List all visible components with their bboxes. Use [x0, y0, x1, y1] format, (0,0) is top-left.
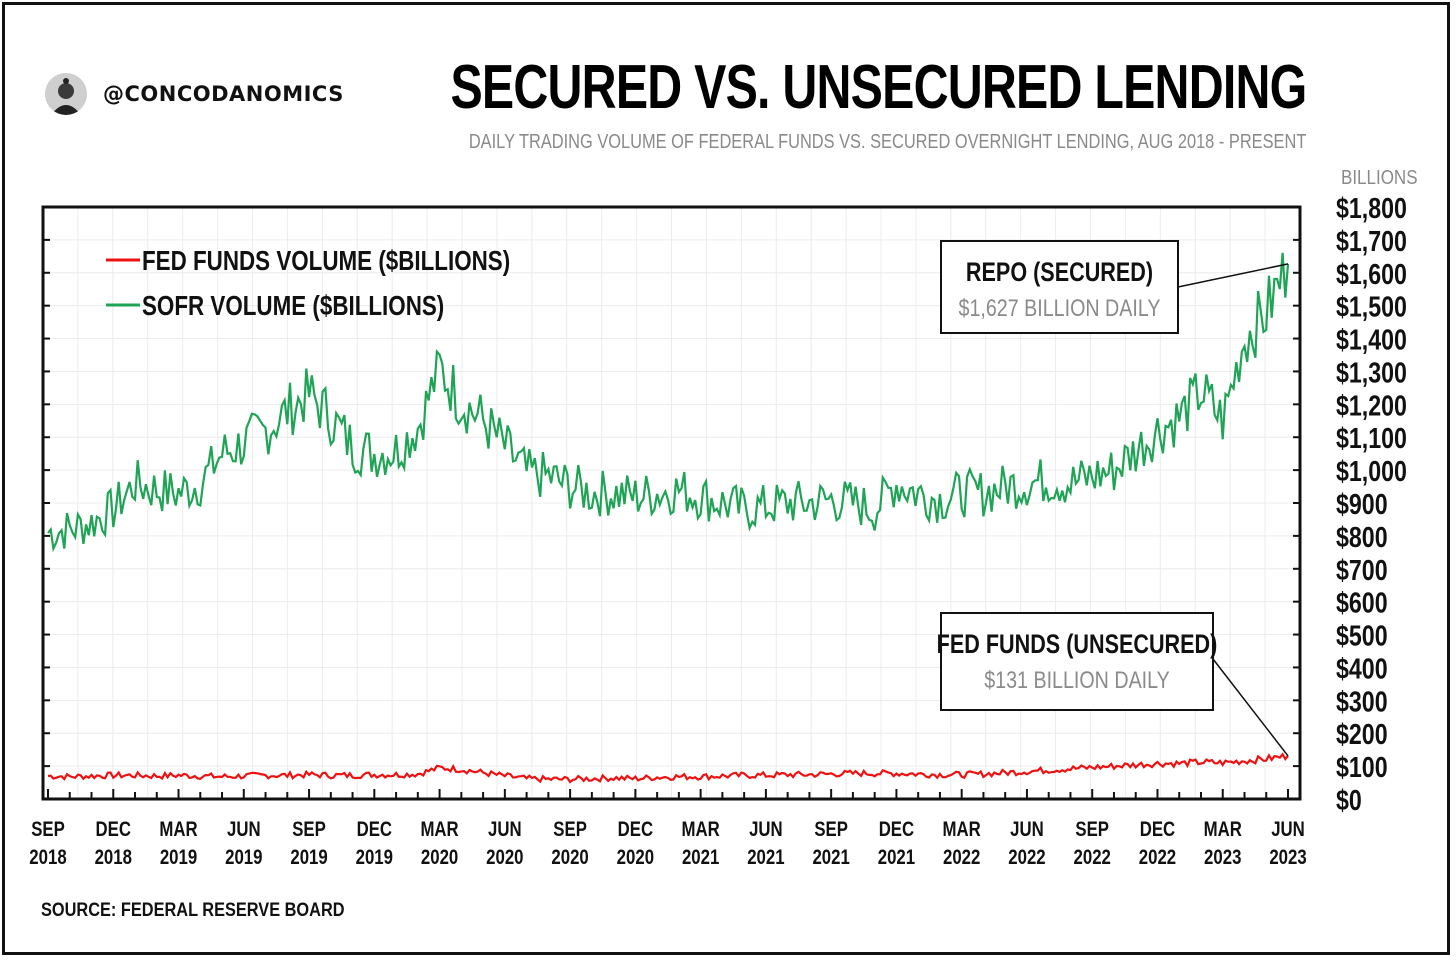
x-tick-label-month: SEP — [814, 818, 848, 841]
x-tick-label-month: SEP — [292, 818, 326, 841]
x-tick-label-year: 2020 — [551, 846, 588, 869]
x-tick-label-year: 2019 — [160, 846, 197, 869]
x-tick-label-month: JUN — [1010, 818, 1044, 841]
y-tick-label: $800 — [1336, 520, 1388, 553]
annotation-title: REPO (SECURED) — [966, 258, 1153, 288]
x-tick-label-month: DEC — [618, 818, 654, 841]
y-tick-label: $1,200 — [1336, 389, 1407, 422]
x-tick-label-month: MAR — [1204, 818, 1242, 841]
x-tick-label-year: 2018 — [29, 846, 66, 869]
x-tick-label-year: 2022 — [943, 846, 980, 869]
x-tick-label-month: JUN — [227, 818, 261, 841]
y-tick-label: $1,100 — [1336, 422, 1407, 455]
x-tick-label-year: 2021 — [812, 846, 850, 869]
chart-subtitle: DAILY TRADING VOLUME OF FEDERAL FUNDS VS… — [468, 131, 1306, 153]
y-tick-label: $100 — [1336, 751, 1388, 784]
annotation-box — [940, 612, 1214, 711]
x-tick-label-month: SEP — [1075, 818, 1109, 841]
x-tick-label-year: 2023 — [1204, 846, 1241, 869]
annotation-value: $131 BILLION DAILY — [984, 666, 1170, 693]
x-tick-label-month: DEC — [96, 818, 132, 841]
legend-label: SOFR VOLUME ($BILLIONS) — [142, 291, 444, 322]
x-tick-label-year: 2020 — [617, 846, 654, 869]
annotation-title: FED FUNDS (UNSECURED) — [937, 630, 1218, 660]
x-tick-label-month: MAR — [159, 818, 197, 841]
x-tick-label-month: MAR — [682, 818, 720, 841]
x-tick-label-month: JUN — [749, 818, 783, 841]
x-tick-label-year: 2020 — [486, 846, 523, 869]
y-tick-label: $0 — [1336, 783, 1362, 816]
fed-funds-annotation: FED FUNDS (UNSECURED) $131 BILLION DAILY — [937, 612, 1289, 757]
plot-area-border — [41, 205, 1302, 801]
y-tick-label: $1,800 — [1336, 191, 1407, 224]
grid — [43, 207, 1300, 799]
sofr-series-line — [47, 252, 1290, 553]
y-tick-label: $1,000 — [1336, 455, 1407, 488]
x-tick-label-year: 2021 — [747, 846, 785, 869]
x-tick-label-year: 2020 — [421, 846, 458, 869]
x-tick-label-year: 2022 — [1008, 846, 1045, 869]
y-tick-label: $1,700 — [1336, 224, 1407, 257]
annotation-value: $1,627 BILLION DAILY — [959, 294, 1161, 321]
x-tick-label-month: SEP — [31, 818, 65, 841]
x-tick-label-month: JUN — [488, 818, 522, 841]
y-tick-label: $1,500 — [1336, 290, 1407, 323]
x-tick-label-month: SEP — [553, 818, 587, 841]
x-tick-label-year: 2019 — [290, 846, 327, 869]
x-tick-label-year: 2019 — [356, 846, 393, 869]
y-tick-label: $300 — [1336, 685, 1388, 718]
repo-annotation: REPO (SECURED) $1,627 BILLION DAILY — [940, 240, 1289, 334]
y-axis-unit-label: BILLIONS — [1341, 167, 1418, 189]
annotation-leader-line — [1177, 263, 1289, 288]
series-lines — [47, 252, 1290, 784]
x-tick-label-year: 2019 — [225, 846, 262, 869]
y-tick-label: $700 — [1336, 553, 1388, 586]
y-tick-label: $1,300 — [1336, 356, 1407, 389]
y-tick-label: $1,600 — [1336, 257, 1407, 290]
annotation-box — [940, 240, 1179, 334]
legend-label: FED FUNDS VOLUME ($BILLIONS) — [142, 246, 510, 277]
x-tick-label-month: MAR — [420, 818, 458, 841]
x-tick-label-year: 2023 — [1269, 846, 1306, 869]
x-tick-label-month: DEC — [879, 818, 915, 841]
x-tick-label-month: DEC — [1140, 818, 1176, 841]
annotation-leader-line — [1212, 658, 1289, 757]
x-tick-label-year: 2021 — [682, 846, 720, 869]
y-tick-label: $600 — [1336, 586, 1388, 619]
avatar-portrait-icon — [45, 73, 87, 115]
x-tick-label-year: 2018 — [95, 846, 132, 869]
legend: FED FUNDS VOLUME ($BILLIONS) SOFR VOLUME … — [106, 246, 510, 322]
avatar — [45, 73, 87, 115]
x-tick-label-year: 2022 — [1139, 846, 1176, 869]
x-tick-label-year: 2021 — [878, 846, 916, 869]
y-tick-label: $900 — [1336, 487, 1388, 520]
y-tick-label: $400 — [1336, 652, 1388, 685]
fed-funds-series-line — [47, 752, 1289, 784]
author-handle: @CONCODANOMICS — [103, 82, 344, 106]
x-tick-label-year: 2022 — [1074, 846, 1111, 869]
y-tick-label: $1,400 — [1336, 323, 1407, 356]
x-tick-label-month: MAR — [943, 818, 981, 841]
y-tick-label: $200 — [1336, 718, 1388, 751]
source-note: SOURCE: FEDERAL RESERVE BOARD — [41, 900, 345, 921]
y-tick-label: $500 — [1336, 619, 1388, 652]
chart-title: SECURED VS. UNSECURED LENDING — [449, 53, 1307, 122]
x-tick-label-month: JUN — [1271, 818, 1305, 841]
x-tick-label-month: DEC — [357, 818, 393, 841]
